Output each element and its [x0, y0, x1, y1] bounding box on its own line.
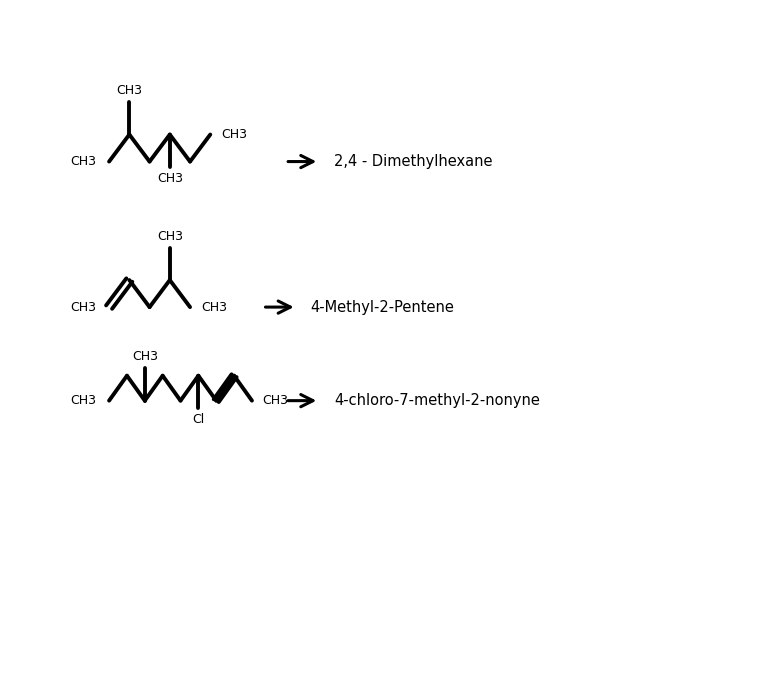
- Text: 4-Methyl-2-Pentene: 4-Methyl-2-Pentene: [310, 300, 454, 315]
- Text: CH3: CH3: [221, 128, 247, 141]
- Text: CH3: CH3: [263, 394, 289, 407]
- Text: CH3: CH3: [200, 300, 227, 314]
- Text: CH3: CH3: [70, 300, 96, 314]
- Text: CH3: CH3: [132, 350, 157, 363]
- Text: 4-chloro-7-methyl-2-nonyne: 4-chloro-7-methyl-2-nonyne: [334, 393, 540, 408]
- Text: 2,4 - Dimethylhexane: 2,4 - Dimethylhexane: [334, 154, 492, 169]
- Text: CH3: CH3: [116, 84, 142, 97]
- Text: CH3: CH3: [157, 230, 183, 243]
- Text: CH3: CH3: [70, 155, 96, 168]
- Text: CH3: CH3: [70, 394, 96, 407]
- Text: Cl: Cl: [192, 413, 204, 426]
- Text: CH3: CH3: [157, 172, 183, 185]
